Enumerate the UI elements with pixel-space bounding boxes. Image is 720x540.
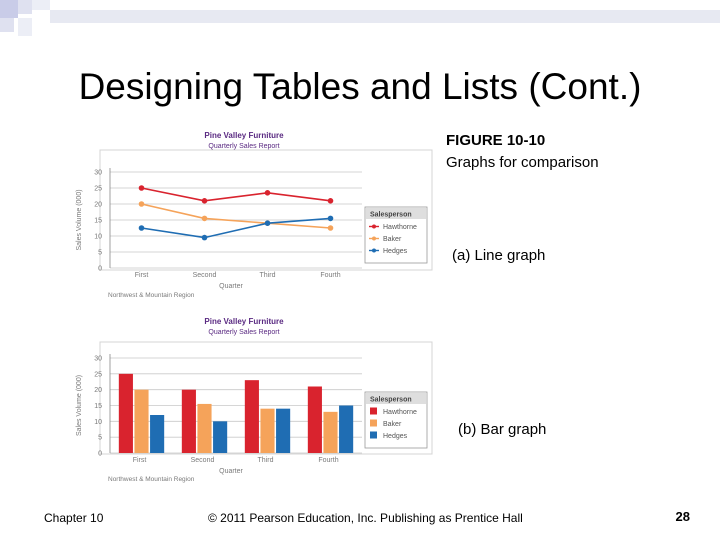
data-point bbox=[328, 198, 334, 204]
data-point bbox=[139, 185, 145, 191]
bar bbox=[245, 380, 259, 453]
x-axis-label: Quarter bbox=[219, 468, 243, 475]
data-point bbox=[139, 201, 145, 207]
y-tick-label: 15 bbox=[94, 218, 102, 225]
chart-title: Pine Valley Furniture bbox=[204, 317, 284, 326]
y-tick-label: 30 bbox=[94, 170, 102, 177]
caption-bar-graph: (b) Bar graph bbox=[458, 421, 546, 438]
data-point bbox=[265, 190, 271, 196]
y-tick-label: 25 bbox=[94, 186, 102, 193]
chart-subtitle: Quarterly Sales Report bbox=[208, 329, 279, 336]
bar bbox=[134, 390, 148, 453]
bar bbox=[308, 387, 322, 454]
x-tick-label: Second bbox=[193, 272, 217, 279]
line-chart: Pine Valley Furniture Quarterly Sales Rep… bbox=[76, 131, 432, 299]
footer-copyright: © 2011 Pearson Education, Inc. Publishin… bbox=[208, 511, 523, 525]
bar bbox=[323, 412, 337, 453]
corner-decoration bbox=[0, 0, 720, 36]
chart-subtitle: Quarterly Sales Report bbox=[208, 143, 279, 150]
page-number: 28 bbox=[676, 509, 690, 524]
legend-marker bbox=[372, 237, 376, 241]
bar bbox=[339, 406, 353, 454]
bar bbox=[150, 415, 164, 453]
x-tick-label: Third bbox=[260, 272, 276, 279]
y-tick-label: 5 bbox=[98, 250, 102, 257]
legend-marker bbox=[372, 249, 376, 253]
y-axis-label: Sales Volume (000) bbox=[76, 375, 83, 436]
x-axis-label: Quarter bbox=[219, 283, 243, 290]
y-tick-label: 15 bbox=[94, 403, 102, 410]
y-tick-label: 25 bbox=[94, 371, 102, 378]
bar bbox=[260, 409, 274, 453]
y-tick-label: 10 bbox=[94, 419, 102, 426]
legend: Salesperson Hawthorne Baker Hedges bbox=[365, 207, 427, 263]
x-tick-label: First bbox=[135, 272, 149, 279]
chart-title: Pine Valley Furniture bbox=[204, 131, 284, 140]
data-point bbox=[328, 216, 334, 222]
data-point bbox=[139, 225, 145, 231]
x-tick-label: Third bbox=[258, 457, 274, 464]
x-tick-label: Fourth bbox=[318, 457, 338, 464]
x-tick-label: Second bbox=[191, 457, 215, 464]
y-tick-label: 5 bbox=[98, 435, 102, 442]
legend-title: Salesperson bbox=[370, 212, 412, 219]
y-tick-label: 10 bbox=[94, 234, 102, 241]
legend-entry-hedges: Hedges bbox=[383, 433, 408, 440]
y-tick-label: 20 bbox=[94, 387, 102, 394]
legend-swatch bbox=[370, 420, 377, 427]
y-tick-label: 0 bbox=[98, 266, 102, 273]
bar bbox=[197, 404, 211, 453]
legend-entry-hedges: Hedges bbox=[383, 248, 408, 255]
caption-line-graph: (a) Line graph bbox=[452, 247, 545, 264]
data-point bbox=[202, 216, 208, 222]
data-point bbox=[202, 198, 208, 204]
bar bbox=[213, 421, 227, 453]
legend-entry-hawthorne: Hawthorne bbox=[383, 409, 417, 416]
footer-chapter: Chapter 10 bbox=[44, 511, 103, 525]
y-tick-label: 0 bbox=[98, 451, 102, 458]
legend-entry-hawthorne: Hawthorne bbox=[383, 224, 417, 231]
x-tick-label: First bbox=[133, 457, 147, 464]
y-tick-label: 30 bbox=[94, 356, 102, 363]
legend-title: Salesperson bbox=[370, 397, 412, 404]
figure-caption-text: Graphs for comparison bbox=[446, 152, 599, 174]
data-point bbox=[202, 235, 208, 241]
legend-entry-baker: Baker bbox=[383, 421, 402, 428]
data-point bbox=[265, 220, 271, 226]
x-tick-label: Fourth bbox=[320, 272, 340, 279]
legend-swatch bbox=[370, 408, 377, 415]
bar-chart: Pine Valley Furniture Quarterly Sales Rep… bbox=[76, 317, 432, 483]
bar bbox=[119, 374, 133, 453]
legend: Salesperson Hawthorne Baker Hedges bbox=[365, 392, 427, 448]
bar bbox=[182, 390, 196, 453]
legend-swatch bbox=[370, 432, 377, 439]
region-note: Northwest & Mountain Region bbox=[108, 476, 195, 483]
bar bbox=[276, 409, 290, 453]
figure-caption: FIGURE 10-10 Graphs for comparison bbox=[446, 130, 599, 174]
legend-marker bbox=[372, 225, 376, 229]
legend-entry-baker: Baker bbox=[383, 236, 402, 243]
slide-title: Designing Tables and Lists (Cont.) bbox=[0, 66, 720, 108]
y-axis-label: Sales Volume (000) bbox=[76, 189, 83, 250]
data-point bbox=[328, 225, 334, 231]
region-note: Northwest & Mountain Region bbox=[108, 292, 195, 299]
figure-number: FIGURE 10-10 bbox=[446, 130, 599, 152]
y-tick-label: 20 bbox=[94, 202, 102, 209]
